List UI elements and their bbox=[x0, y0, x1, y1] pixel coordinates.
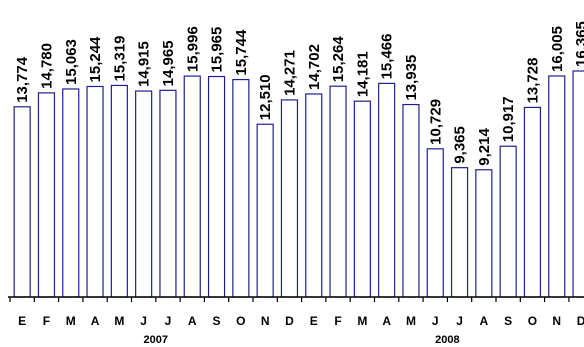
bar bbox=[548, 75, 566, 298]
bar-value-label: 16,365 bbox=[573, 21, 584, 67]
bar bbox=[402, 103, 420, 298]
category-label: E bbox=[310, 314, 318, 328]
bar-value-label: 16,005 bbox=[549, 26, 566, 72]
category-label: A bbox=[382, 314, 391, 328]
category-label: M bbox=[114, 314, 124, 328]
bar-value-label: 15,244 bbox=[87, 36, 104, 83]
bar bbox=[256, 123, 274, 298]
bar-value-label: 13,935 bbox=[403, 55, 420, 101]
bar-value-label: 15,466 bbox=[379, 34, 396, 80]
bar-value-label: 14,271 bbox=[281, 50, 298, 96]
category-label: N bbox=[552, 314, 561, 328]
category-label: E bbox=[18, 314, 26, 328]
bar bbox=[86, 85, 104, 298]
bar-value-label: 13,774 bbox=[14, 56, 31, 103]
category-label: S bbox=[213, 314, 221, 328]
bar-value-label: 9,214 bbox=[476, 128, 493, 166]
category-label: J bbox=[432, 314, 439, 328]
bar-value-label: 15,996 bbox=[184, 26, 201, 72]
bar-value-label: 15,063 bbox=[63, 39, 80, 85]
bar bbox=[280, 99, 299, 298]
bar bbox=[13, 106, 31, 298]
bar-value-label: 14,181 bbox=[354, 51, 371, 97]
bar bbox=[232, 78, 250, 298]
bar bbox=[378, 82, 396, 298]
bar-value-label: 13,728 bbox=[524, 58, 541, 104]
category-label: A bbox=[91, 314, 100, 328]
category-label: A bbox=[480, 314, 489, 328]
bar-value-label: 10,729 bbox=[427, 99, 444, 145]
bar-value-label: 15,744 bbox=[233, 29, 250, 76]
bar bbox=[353, 100, 371, 298]
value-labels-group: 13,774 14,780 15,063 15,244 15,319 14,915 14,9… bbox=[14, 21, 584, 166]
category-label: O bbox=[236, 314, 245, 328]
bar bbox=[135, 90, 153, 298]
category-label: A bbox=[188, 314, 197, 328]
category-label: F bbox=[334, 314, 341, 328]
category-label: D bbox=[285, 314, 294, 328]
bar bbox=[499, 145, 517, 298]
bar bbox=[207, 75, 226, 298]
bar bbox=[329, 85, 347, 298]
bar-value-label: 12,510 bbox=[257, 74, 274, 120]
category-label: D bbox=[577, 314, 584, 328]
bar bbox=[110, 84, 128, 298]
bar bbox=[572, 70, 584, 298]
bar bbox=[523, 106, 542, 298]
year-labels-group: 2007 2008 bbox=[144, 334, 460, 346]
bar bbox=[450, 167, 469, 298]
bar bbox=[426, 148, 444, 298]
category-label: O bbox=[528, 314, 537, 328]
bar bbox=[305, 93, 323, 298]
bar bbox=[159, 89, 177, 298]
category-label: M bbox=[357, 314, 367, 328]
bar-value-label: 14,915 bbox=[136, 41, 153, 87]
bar bbox=[183, 75, 201, 298]
bar-value-label: 15,319 bbox=[111, 36, 128, 82]
bar-value-label: 15,264 bbox=[330, 36, 347, 83]
category-label: M bbox=[406, 314, 416, 328]
category-label: M bbox=[66, 314, 76, 328]
category-label: F bbox=[43, 314, 50, 328]
bar-value-label: 14,965 bbox=[160, 40, 177, 86]
bar bbox=[37, 92, 56, 298]
category-label: N bbox=[261, 314, 270, 328]
x-axis-ticks-group bbox=[9, 297, 570, 302]
bar bbox=[475, 169, 493, 298]
bars-group bbox=[13, 70, 584, 298]
bar-value-label: 14,702 bbox=[306, 44, 323, 90]
category-label: J bbox=[165, 314, 172, 328]
year-group-label: 2008 bbox=[435, 334, 459, 346]
category-label: J bbox=[456, 314, 463, 328]
category-label: S bbox=[504, 314, 512, 328]
category-label: J bbox=[140, 314, 147, 328]
year-group-label: 2007 bbox=[144, 334, 168, 346]
bar-value-label: 9,365 bbox=[452, 126, 469, 164]
bar-value-label: 15,965 bbox=[209, 27, 226, 73]
bar-value-label: 10,917 bbox=[500, 96, 517, 142]
bar bbox=[62, 88, 80, 298]
bar-value-label: 14,780 bbox=[38, 43, 55, 89]
